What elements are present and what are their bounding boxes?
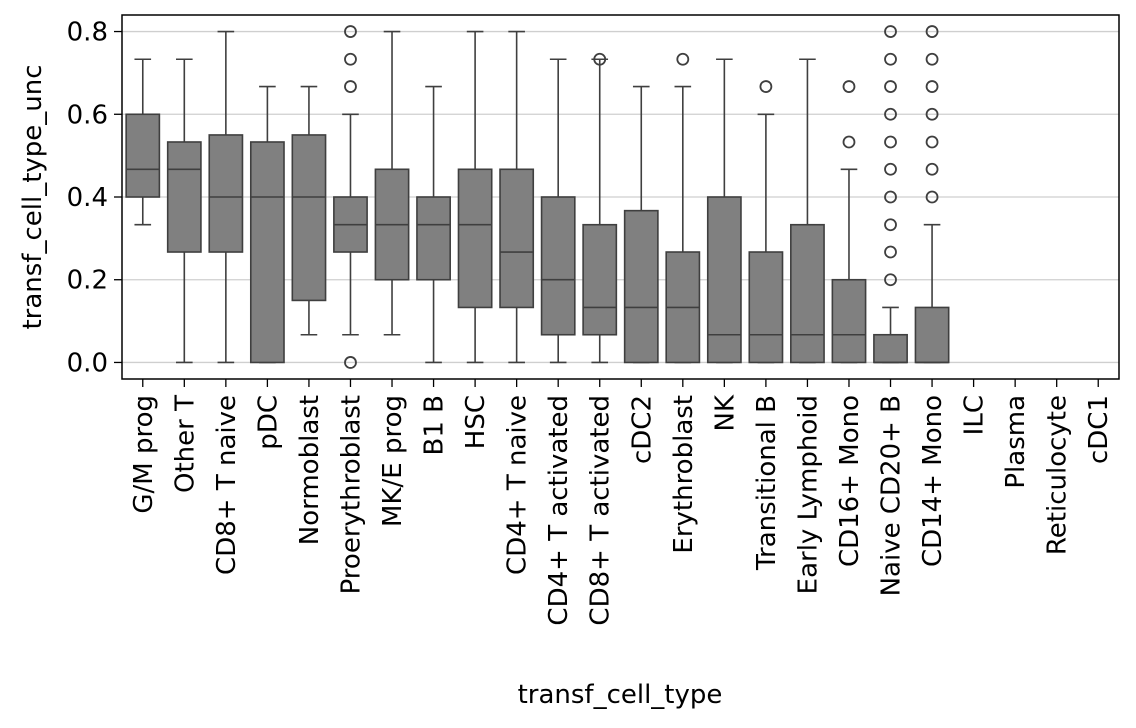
box-iqr <box>540 196 576 336</box>
x-tick-label: Plasma <box>1001 395 1031 489</box>
gridlines <box>122 30 1119 364</box>
x-tick-label: CD4+ T activated <box>544 395 574 626</box>
box-iqr <box>873 333 908 364</box>
y-tick-label: 0.8 <box>67 18 108 48</box>
x-axis-label: transf_cell_type <box>518 680 723 710</box>
outlier-point <box>884 107 897 121</box>
outlier-point <box>884 273 897 287</box>
box-group <box>706 58 742 364</box>
box-group <box>416 85 451 364</box>
x-tick-label: Normoblast <box>295 395 325 545</box>
outlier-point <box>842 80 856 93</box>
box-iqr <box>457 168 493 309</box>
outlier-point <box>593 52 607 66</box>
box-iqr <box>914 306 950 364</box>
outlier-point <box>884 245 897 259</box>
box-group <box>914 25 950 364</box>
outlier-point <box>842 135 856 149</box>
x-tick-label: cDC1 <box>1084 395 1114 464</box>
box-group <box>540 58 576 364</box>
box-iqr <box>125 113 161 198</box>
boxes <box>125 25 950 369</box>
box-group <box>457 30 493 364</box>
x-tick-label: Early Lymphoid <box>793 395 823 594</box>
outlier-point <box>884 218 897 232</box>
box-group <box>665 52 701 364</box>
box-group <box>499 30 535 364</box>
outlier-point <box>344 80 357 93</box>
box-group <box>208 30 244 364</box>
x-tick-label: CD14+ Mono <box>918 395 948 567</box>
box-iqr <box>623 209 659 364</box>
box-iqr <box>291 134 327 302</box>
box-iqr <box>748 251 784 364</box>
outlier-point <box>884 190 897 204</box>
box-group <box>249 85 285 364</box>
x-tick-label: Transitional B <box>752 395 782 571</box>
box-iqr <box>499 168 535 309</box>
y-axis-ticks: 0.0 0.2 0.4 0.6 0.8 <box>67 18 122 378</box>
box-group <box>333 25 368 369</box>
outlier-point <box>676 52 690 66</box>
x-tick-label: cDC2 <box>627 395 657 464</box>
x-tick-label: Reticulocyte <box>1043 395 1073 555</box>
box-group <box>291 85 327 336</box>
outlier-point <box>884 52 897 66</box>
box-group <box>125 58 161 226</box>
x-tick-label: MK/E prog <box>378 395 408 527</box>
x-axis-ticks: G/M prog Other T CD8+ T naive pDC Normoblast… <box>129 379 1114 626</box>
outlier-point <box>884 135 897 149</box>
box-group <box>831 80 867 364</box>
outlier-point <box>925 80 939 93</box>
box-iqr <box>790 223 825 364</box>
outlier-point <box>925 162 939 176</box>
box-group <box>873 25 908 364</box>
y-tick-label: 0.2 <box>67 266 108 296</box>
x-tick-label: NK <box>710 394 740 431</box>
y-axis-label: transf_cell_type_unc <box>18 64 48 329</box>
box-iqr <box>582 223 618 336</box>
outlier-point <box>925 107 939 121</box>
outlier-point <box>344 52 357 66</box>
y-tick-label: 0.0 <box>67 348 108 378</box>
outlier-point <box>884 162 897 176</box>
x-tick-label: CD4+ T naive <box>503 395 533 575</box>
x-tick-label: pDC <box>253 395 283 450</box>
x-tick-label: Erythroblast <box>669 395 699 554</box>
outlier-point <box>925 135 939 149</box>
y-tick-label: 0.6 <box>67 100 108 130</box>
box-group <box>790 58 825 364</box>
x-tick-label: G/M prog <box>129 395 159 514</box>
box-iqr <box>706 196 742 364</box>
x-tick-label: ILC <box>960 395 990 435</box>
x-tick-label: CD8+ T activated <box>586 395 616 626</box>
x-tick-label: Proerythroblast <box>336 395 366 594</box>
box-iqr <box>208 134 244 253</box>
outlier-point <box>759 80 773 93</box>
x-tick-label: CD8+ T naive <box>212 395 242 575</box>
outlier-point <box>344 356 357 369</box>
outlier-point <box>925 52 939 66</box>
x-tick-label: Other T <box>170 395 200 493</box>
x-tick-label: CD16+ Mono <box>835 395 865 567</box>
box-iqr <box>249 141 285 364</box>
box-group <box>166 58 202 364</box>
box-group <box>582 52 618 364</box>
outlier-point <box>925 25 939 38</box>
box-iqr <box>166 141 202 253</box>
x-tick-label: HSC <box>461 395 491 449</box>
box-group <box>623 85 659 364</box>
box-iqr <box>831 278 867 364</box>
outlier-point <box>884 80 897 93</box>
x-tick-label: B1 B <box>420 395 450 455</box>
box-group <box>374 30 410 336</box>
outlier-point <box>925 190 939 204</box>
box-group <box>748 80 784 364</box>
outlier-point <box>884 25 897 38</box>
y-tick-label: 0.4 <box>67 183 108 213</box>
x-tick-label: Naive CD20+ B <box>877 395 907 596</box>
outlier-point <box>344 25 357 38</box>
box-iqr <box>416 196 451 281</box>
